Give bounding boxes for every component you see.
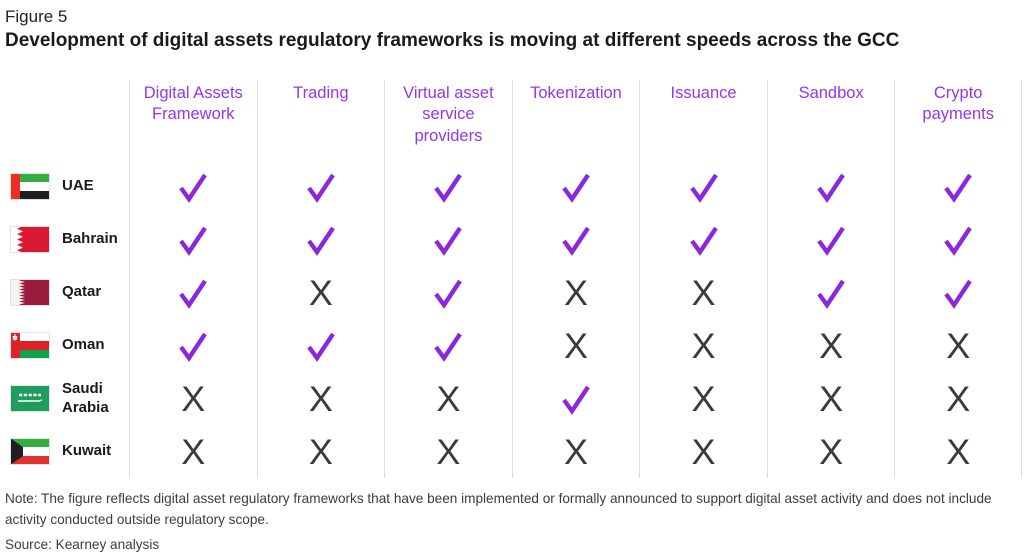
x-icon: X [766, 319, 895, 372]
x-icon: X [384, 372, 512, 425]
column-header: Issuance [639, 80, 767, 160]
column-header: Virtual asset service providers [384, 80, 512, 160]
x-icon: X [256, 372, 385, 425]
country-label: Oman [62, 336, 105, 354]
check-icon [639, 160, 767, 213]
country-cell: Qatar [5, 266, 129, 319]
x-icon: X [894, 372, 1022, 425]
x-icon: X [511, 319, 640, 372]
column-header: Crypto payments [894, 80, 1022, 160]
check-icon [511, 160, 640, 213]
country-label: Saudi Arabia [62, 379, 109, 416]
x-icon: X [129, 372, 257, 425]
column-header: Trading [256, 80, 385, 160]
regulatory-matrix-table: Digital Assets Framework Trading Virtual a… [5, 80, 1022, 478]
figure-note: Note: The figure reflects digital asset … [5, 491, 992, 528]
x-icon: X [639, 319, 767, 372]
country-cell: Kuwait [5, 425, 129, 478]
check-icon [129, 160, 257, 213]
country-label: Qatar [62, 283, 102, 301]
x-icon: X [256, 266, 385, 319]
check-icon [639, 213, 767, 266]
x-icon: X [384, 425, 512, 478]
country-cell: Saudi Arabia [5, 372, 129, 425]
country-cell: Bahrain [5, 213, 129, 266]
check-icon [894, 266, 1022, 319]
x-icon: X [256, 425, 385, 478]
check-icon [129, 266, 257, 319]
check-icon [384, 160, 512, 213]
x-icon: X [894, 319, 1022, 372]
figure-source: Source: Kearney analysis [5, 537, 160, 552]
check-icon [129, 213, 257, 266]
country-cell: Oman [5, 319, 129, 372]
country-label: Bahrain [62, 230, 118, 248]
check-icon [129, 319, 257, 372]
check-icon [894, 160, 1022, 213]
check-icon [894, 213, 1022, 266]
check-icon [256, 319, 385, 372]
country-label: UAE [62, 177, 94, 195]
check-icon [511, 213, 640, 266]
flag-bahrain-icon [10, 226, 50, 253]
x-icon: X [129, 425, 257, 478]
flag-oman-icon [10, 332, 50, 359]
column-header: Digital Assets Framework [129, 80, 257, 160]
check-icon [766, 213, 895, 266]
matrix-corner-cell [5, 80, 129, 160]
figure-title: Development of digital assets regulatory… [5, 30, 900, 51]
figure-label: Figure 5 [5, 7, 68, 26]
x-icon: X [639, 425, 767, 478]
flag-saudi-arabia-icon [10, 385, 50, 412]
check-icon [766, 266, 895, 319]
column-header: Sandbox [766, 80, 895, 160]
check-icon [384, 319, 512, 372]
x-icon: X [511, 266, 640, 319]
x-icon: X [894, 425, 1022, 478]
flag-kuwait-icon [10, 438, 50, 465]
x-icon: X [766, 425, 895, 478]
column-header: Tokenization [511, 80, 640, 160]
x-icon: X [639, 266, 767, 319]
check-icon [511, 372, 640, 425]
country-cell: UAE [5, 160, 129, 213]
check-icon [766, 160, 895, 213]
flag-qatar-icon [10, 279, 50, 306]
check-icon [384, 266, 512, 319]
check-icon [256, 160, 385, 213]
check-icon [384, 213, 512, 266]
country-label: Kuwait [62, 442, 112, 460]
x-icon: X [639, 372, 767, 425]
x-icon: X [766, 372, 895, 425]
check-icon [256, 213, 385, 266]
flag-uae-icon [10, 173, 50, 200]
x-icon: X [511, 425, 640, 478]
